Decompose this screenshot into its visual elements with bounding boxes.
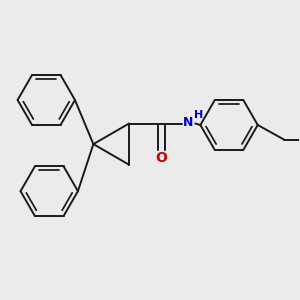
- Text: O: O: [155, 151, 167, 165]
- Text: H: H: [194, 110, 203, 120]
- Text: N: N: [183, 116, 193, 129]
